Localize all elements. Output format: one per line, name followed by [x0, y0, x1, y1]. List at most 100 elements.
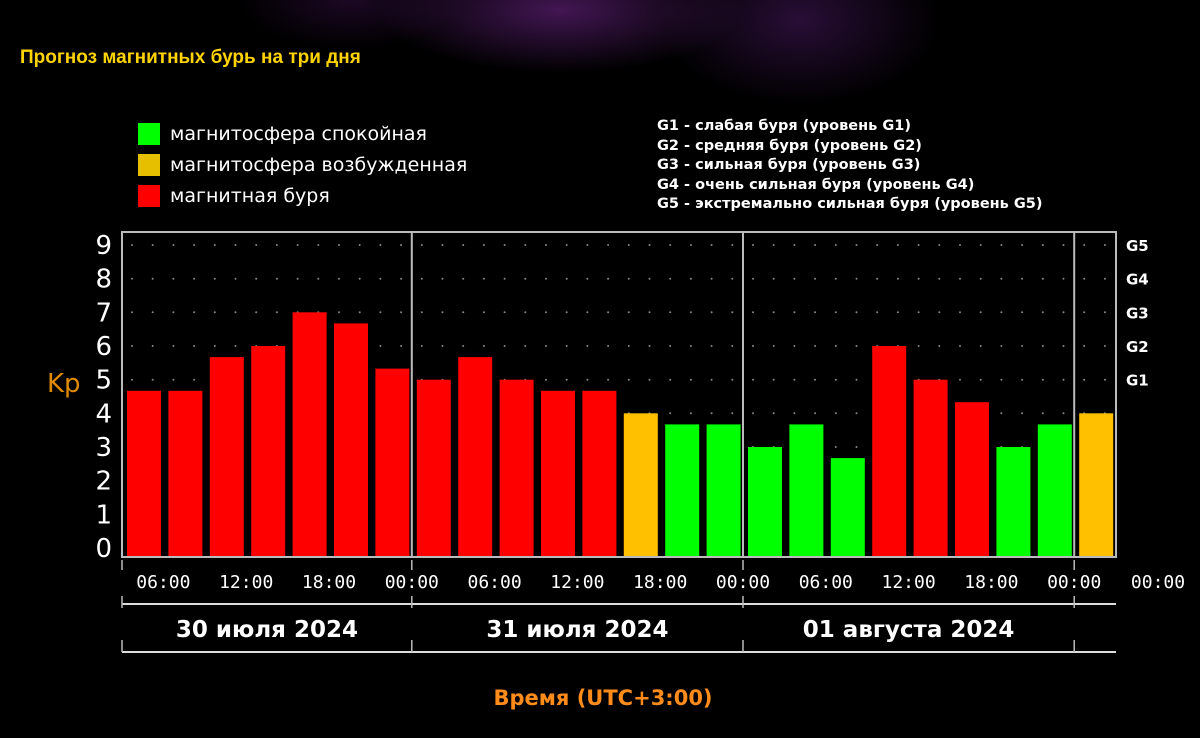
- bar: [499, 379, 534, 556]
- grid-dot: [938, 244, 941, 246]
- y-tick-label: 7: [95, 298, 112, 328]
- grid-dot: [896, 311, 899, 314]
- g-legend-item: G5 - экстремально сильная буря (уровень …: [657, 196, 1043, 212]
- grid-dot: [172, 244, 175, 246]
- grid-dot: [255, 277, 258, 280]
- grid-dot: [441, 345, 444, 347]
- time-tick-label: 12:00: [550, 572, 604, 593]
- grid-dot: [731, 412, 734, 415]
- grid-dot: [565, 378, 568, 381]
- bar: [209, 357, 244, 556]
- grid-dot: [545, 378, 547, 381]
- grid-dot: [275, 244, 278, 246]
- grid-dot: [441, 277, 444, 280]
- y-tick-label: 9: [95, 231, 112, 261]
- grid-dot: [793, 345, 796, 347]
- grid-dot: [524, 277, 527, 280]
- grid-dot: [772, 277, 775, 280]
- grid-dot: [524, 311, 527, 314]
- y-tick-label: 4: [95, 399, 112, 429]
- grid-dot: [607, 345, 610, 347]
- grid-dot: [752, 244, 754, 246]
- g-level-tick: G2: [1126, 338, 1149, 356]
- g-legend-item: G3 - сильная буря (уровень G3): [657, 157, 921, 173]
- grid-dot: [938, 277, 941, 280]
- grid-dot: [1062, 378, 1065, 381]
- grid-dot: [234, 244, 237, 246]
- grid-dot: [296, 277, 299, 280]
- grid-dot: [503, 277, 506, 280]
- grid-dot: [586, 244, 589, 246]
- grid-dot: [151, 378, 154, 381]
- grid-dot: [710, 345, 713, 347]
- grid-dot: [1103, 244, 1106, 246]
- grid-dot: [814, 378, 817, 381]
- grid-dot: [793, 277, 796, 280]
- grid-dot: [317, 277, 320, 280]
- grid-dot: [669, 277, 672, 280]
- grid-dot: [441, 244, 444, 246]
- legend-label: магнитная буря: [170, 184, 330, 207]
- bar: [127, 390, 161, 556]
- bar: [416, 379, 451, 556]
- grid-dot: [503, 311, 506, 314]
- grid-dot: [1041, 244, 1044, 246]
- g-level-tick: G3: [1126, 304, 1149, 322]
- grid-dot: [855, 277, 858, 280]
- grid-dot: [607, 378, 610, 381]
- grid-dot: [400, 244, 403, 246]
- grid-dot: [1103, 311, 1106, 314]
- grid-dot: [234, 277, 237, 280]
- grid-dot: [689, 345, 692, 347]
- grid-dot: [275, 277, 278, 280]
- grid-dot: [669, 345, 672, 347]
- grid-dot: [1062, 412, 1065, 415]
- grid-dot: [834, 277, 837, 280]
- grid-dot: [793, 311, 796, 314]
- grid-dot: [379, 311, 382, 314]
- grid-dot: [441, 311, 444, 314]
- grid-dot: [772, 412, 775, 415]
- legend-swatch: [138, 153, 160, 176]
- grid-dot: [193, 311, 196, 314]
- bar: [748, 447, 782, 556]
- bar: [582, 390, 617, 556]
- grid-dot: [814, 311, 817, 314]
- page-title: Прогноз магнитных бурь на три дня: [20, 47, 361, 68]
- grid-dot: [772, 244, 775, 246]
- bar: [913, 379, 948, 556]
- grid-dot: [338, 244, 340, 246]
- grid-dot: [607, 244, 610, 246]
- grid-dot: [752, 345, 754, 347]
- grid-dot: [731, 345, 734, 347]
- grid-dot: [1062, 244, 1065, 246]
- grid-dot: [793, 378, 796, 381]
- grid-dot: [669, 378, 672, 381]
- grid-dot: [234, 345, 237, 347]
- grid-dot: [131, 244, 133, 246]
- grid-dot: [213, 244, 216, 246]
- grid-dot: [855, 345, 858, 347]
- grid-dot: [959, 277, 961, 280]
- grid-dot: [876, 244, 879, 246]
- grid-dot: [131, 345, 133, 347]
- bar: [706, 424, 741, 556]
- legend-label: магнитосфера спокойная: [170, 122, 427, 145]
- y-tick-label: 8: [95, 265, 112, 295]
- grid-dot: [959, 244, 961, 246]
- grid-dot: [669, 311, 672, 314]
- grid-dot: [338, 277, 340, 280]
- time-tick-label: 06:00: [468, 572, 522, 593]
- bar: [1037, 424, 1072, 556]
- grid-dot: [814, 277, 817, 280]
- grid-dot: [296, 244, 299, 246]
- grid-dot: [772, 345, 775, 347]
- day-label: 31 июля 2024: [486, 617, 668, 643]
- grid-dot: [482, 277, 485, 280]
- grid-dot: [255, 311, 258, 314]
- grid-dot: [1062, 345, 1065, 347]
- bar: [789, 424, 824, 556]
- grid-dot: [1041, 311, 1044, 314]
- grid-dot: [959, 311, 961, 314]
- grid-dot: [400, 311, 403, 314]
